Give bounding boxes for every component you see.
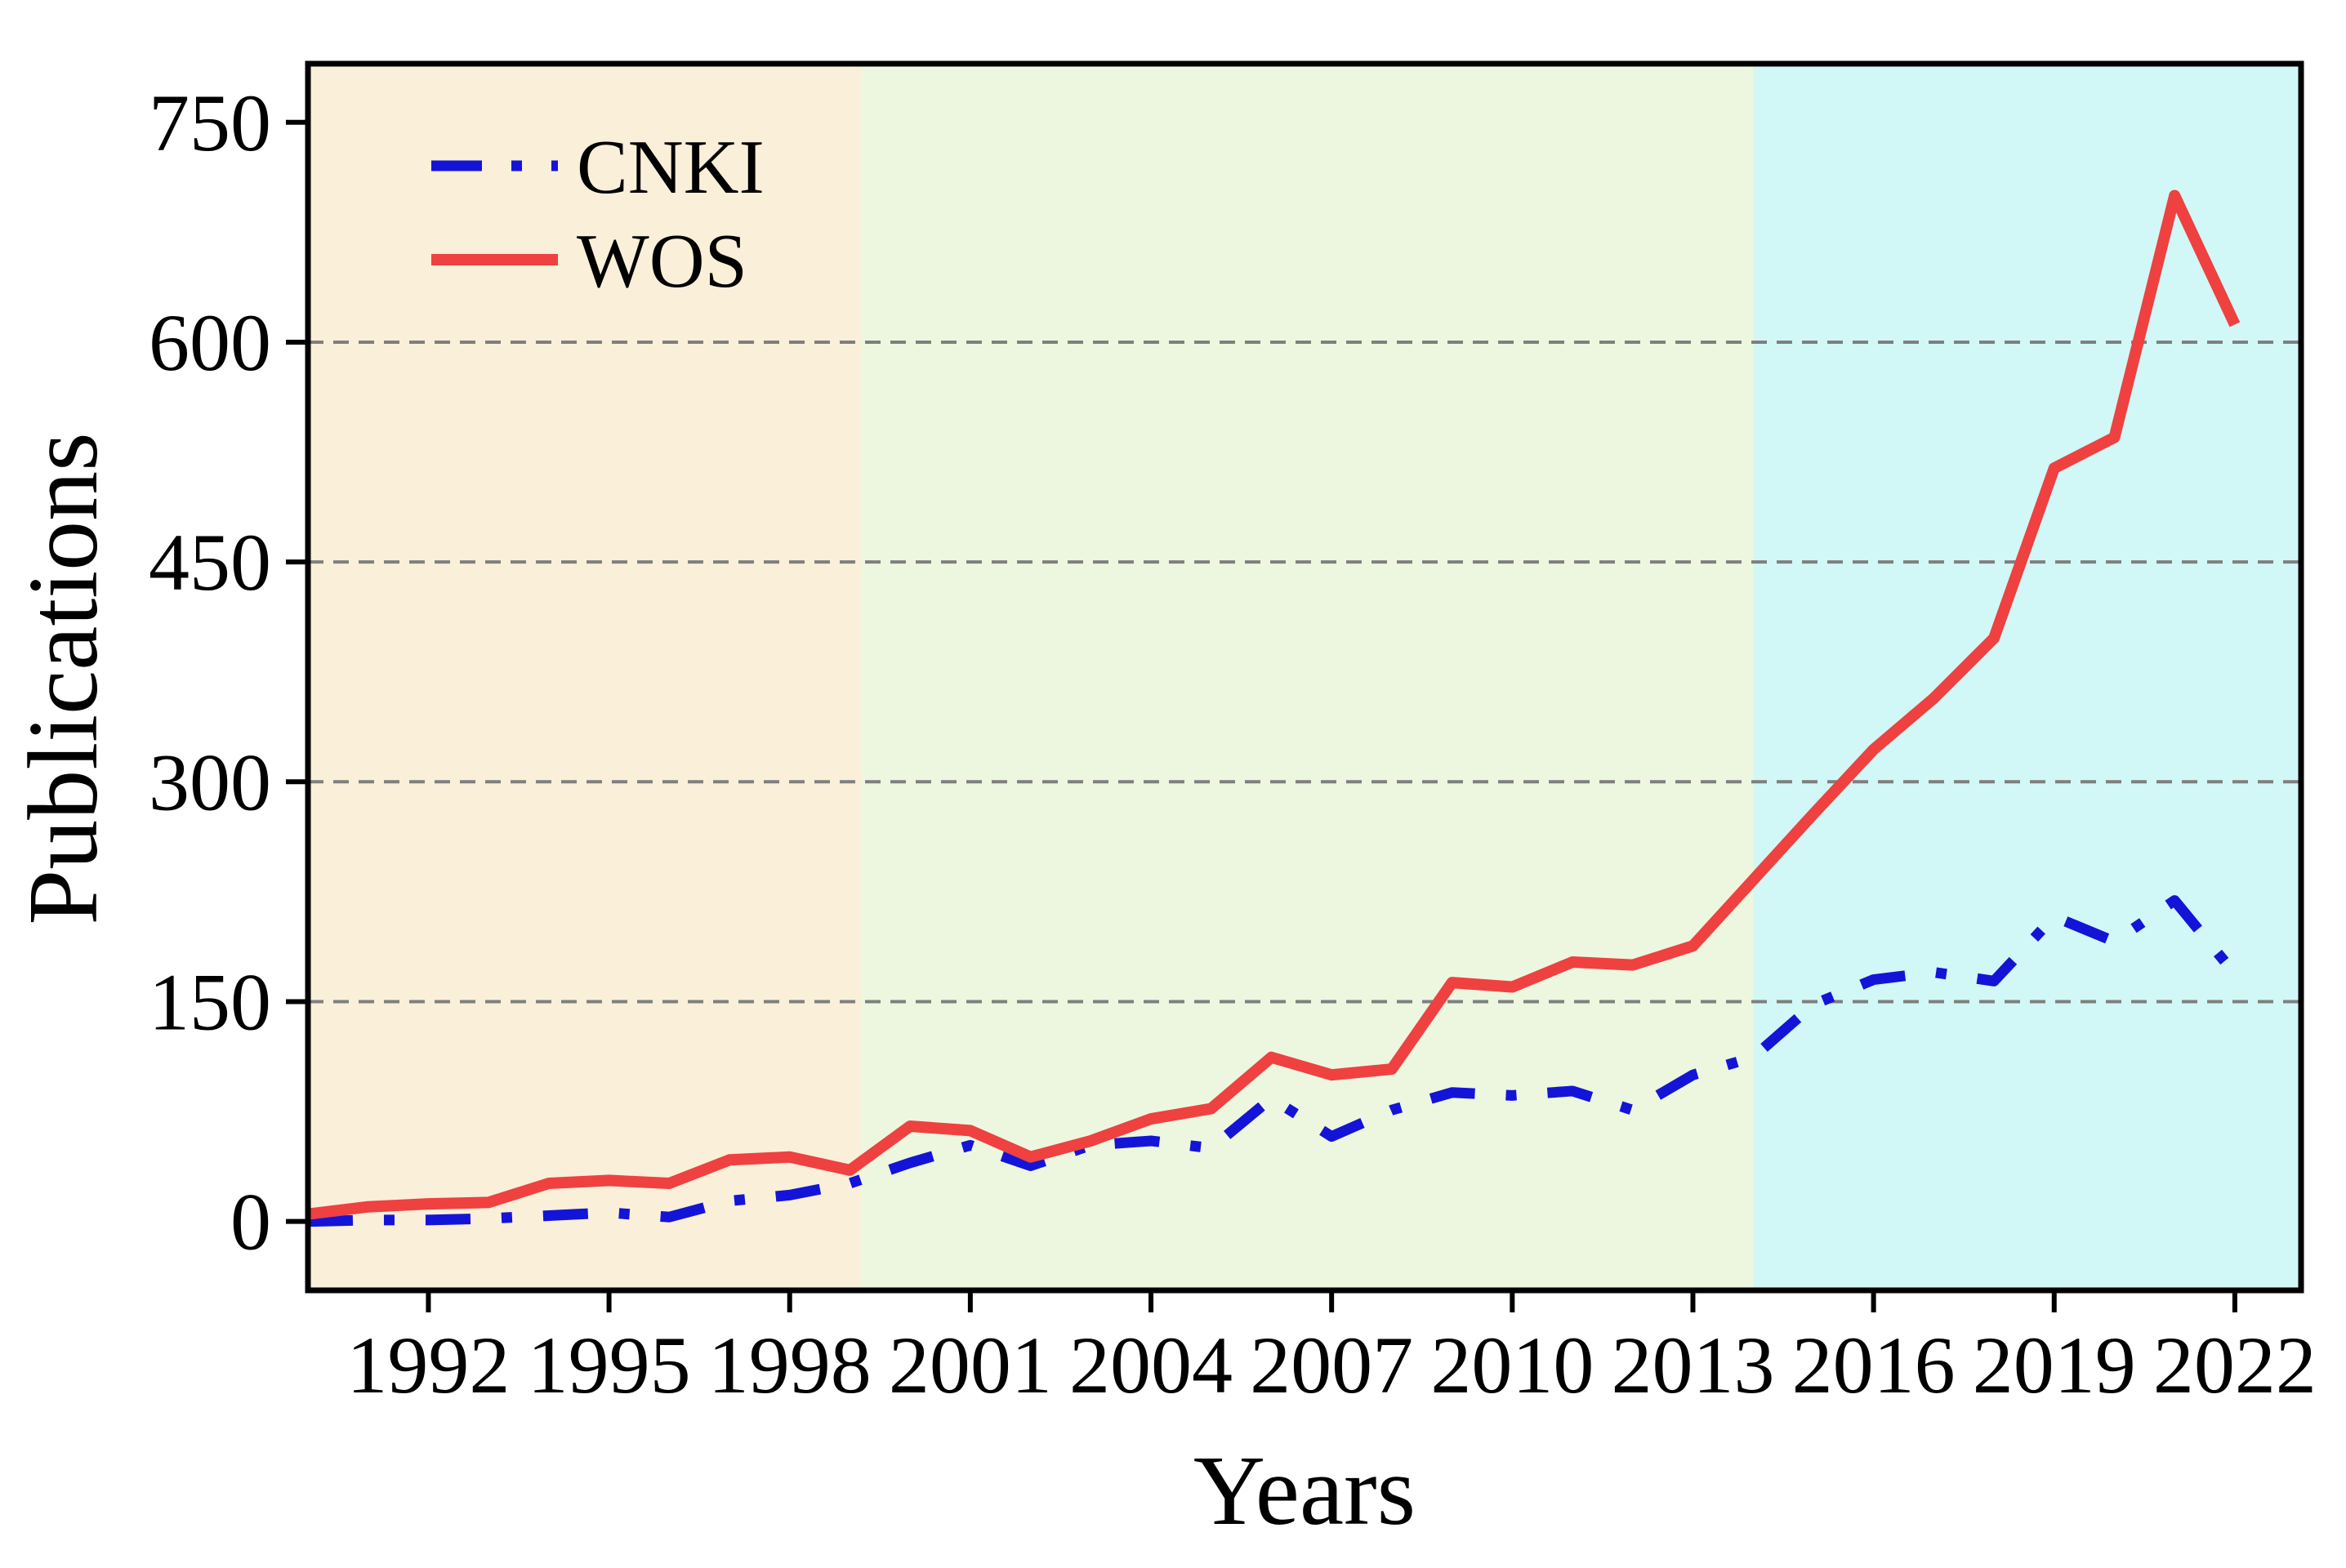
tick-labels: 1992 1995 1998 2001 2004 2007 2010 2013 2016 2019… bbox=[149, 78, 2317, 1410]
x-tick-label-2004: 2004 bbox=[1069, 1320, 1233, 1410]
x-tick-label-1995: 1995 bbox=[528, 1320, 691, 1410]
x-tick-label-2007: 2007 bbox=[1250, 1320, 1413, 1410]
y-axis-label: Publications bbox=[8, 432, 118, 924]
y-tick-label-450: 450 bbox=[149, 517, 271, 608]
x-tick-label-2010: 2010 bbox=[1430, 1320, 1594, 1410]
data-series bbox=[307, 189, 2241, 1227]
background-phase-regions bbox=[308, 64, 2301, 1290]
background-region-3 bbox=[1753, 64, 2301, 1290]
legend: CNKI WOS bbox=[431, 125, 765, 304]
x-tick-label-2013: 2013 bbox=[1611, 1320, 1774, 1410]
gridlines bbox=[308, 340, 2301, 1004]
y-tick-label-150: 150 bbox=[149, 956, 271, 1047]
x-tick-label-2019: 2019 bbox=[1973, 1320, 2136, 1410]
series-line-wos bbox=[307, 189, 2241, 1220]
x-tick-label-1998: 1998 bbox=[708, 1320, 872, 1410]
legend-label-cnki: CNKI bbox=[577, 125, 765, 210]
series-line-cnki bbox=[307, 895, 2239, 1227]
legend-label-wos: WOS bbox=[577, 219, 747, 304]
y-tick-label-600: 600 bbox=[149, 297, 271, 388]
background-region-2 bbox=[862, 64, 1754, 1290]
x-tick-label-1992: 1992 bbox=[346, 1320, 510, 1410]
background-region-1 bbox=[308, 64, 863, 1290]
x-tick-label-2016: 2016 bbox=[1792, 1320, 1956, 1410]
y-tick-label-0: 0 bbox=[230, 1177, 271, 1267]
x-tick-label-2001: 2001 bbox=[889, 1320, 1052, 1410]
plot-border bbox=[305, 60, 2304, 1294]
y-tick-label-750: 750 bbox=[149, 78, 271, 168]
x-tick-label-2022: 2022 bbox=[2153, 1320, 2317, 1410]
axis-ticks bbox=[286, 119, 2237, 1312]
y-tick-label-300: 300 bbox=[149, 737, 271, 827]
x-axis-label: Years bbox=[1193, 1436, 1416, 1546]
